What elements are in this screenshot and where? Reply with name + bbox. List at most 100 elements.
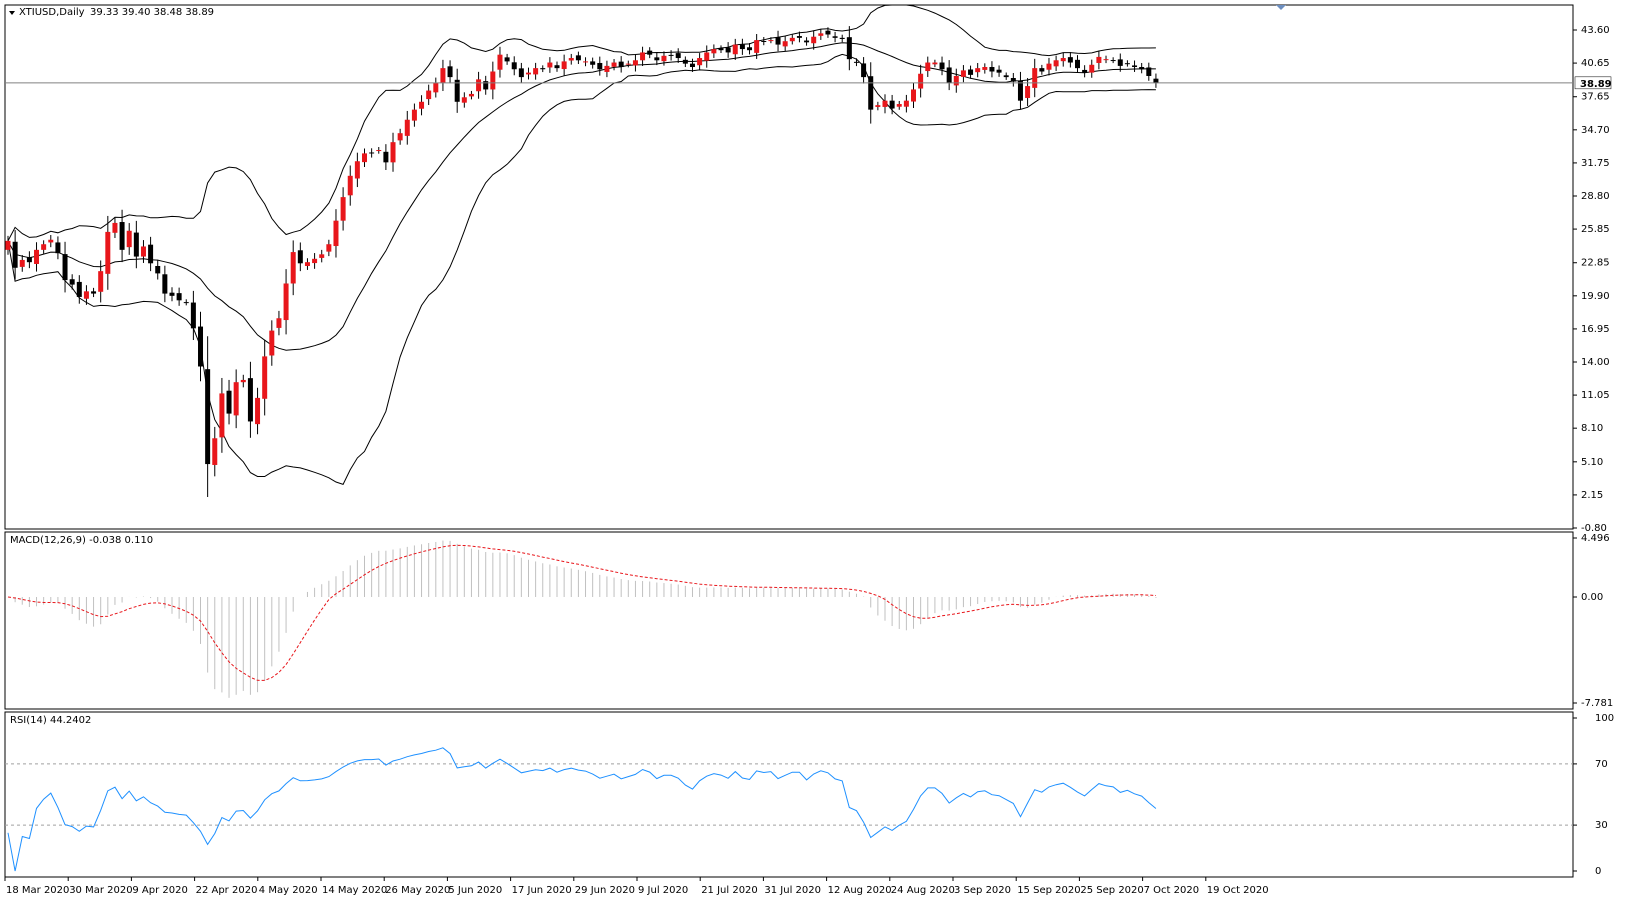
price-tick-label: 22.85 [1581,258,1610,269]
candle-body [568,58,574,61]
candle-body [1075,59,1080,69]
candle-body [861,63,867,78]
rsi-line [7,747,1157,872]
candle-body [369,152,375,154]
candle-body [504,57,510,62]
candle-body [675,53,681,59]
candle-body [882,100,888,107]
candle-body [518,68,524,78]
candle-body [682,59,688,64]
candle-body [411,109,417,121]
candle-body [625,63,631,65]
candle-body [76,281,82,297]
price-tick-label: 40.65 [1581,58,1610,69]
rsi-axis: 100 70 30 0 [5,713,1614,877]
macd-signal-line [7,544,1156,681]
candle-body [5,240,11,250]
candle-body [811,36,817,44]
candle-body [176,293,182,301]
candle-body [540,68,546,70]
time-tick-label: 3 Sep 2020 [954,885,1011,896]
time-tick-label: 30 Mar 2020 [69,885,132,896]
candle-body [789,37,795,42]
candle-body [561,61,567,70]
candle-body [668,54,674,56]
rsi-panel-frame [4,711,1574,878]
candle-body [333,220,339,247]
candle-body [283,283,289,321]
price-panel-frame [4,4,1574,530]
candle-body [525,72,531,75]
candle-body [1146,67,1152,76]
candle-body [1003,75,1009,78]
rsi-tick-label: 30 [1595,820,1608,831]
candle-body [26,257,32,263]
candle-body [34,249,40,264]
price-tick-label: 28.80 [1581,191,1610,202]
time-tick-label: 18 Mar 2020 [6,885,69,896]
candle-body [654,57,660,61]
candle-body [126,230,132,248]
candle-body [632,60,638,66]
candle-body [1017,80,1023,101]
candle-body [354,161,360,179]
candle-body [162,274,168,294]
candle-body [960,70,966,77]
candle-body [490,71,496,90]
candle-body [198,326,204,367]
time-tick-label: 14 May 2020 [322,885,387,896]
candle-body [925,62,931,72]
time-tick-label: 4 May 2020 [259,885,318,896]
candle-body [447,66,453,78]
time-tick-label: 31 Jul 2020 [764,885,821,896]
price-tick-label: 37.65 [1581,92,1610,103]
candle-body [583,61,589,63]
candle-body [618,61,624,68]
candle-body [1110,60,1116,62]
candle-body [376,150,382,152]
price-tick-label: 43.60 [1581,25,1610,36]
last-price-marker [1574,76,1612,90]
candle-body [547,62,553,68]
rsi-tick-label: 100 [1595,713,1614,724]
time-tick-label: 22 Apr 2020 [196,885,258,896]
candle-body [483,81,489,90]
candle-body [754,40,760,53]
candle-body [661,55,667,62]
candle-body [989,67,995,72]
candle-body [511,62,517,70]
price-tick-label: 34.70 [1581,125,1610,136]
candle-body [590,61,596,65]
time-tick-label: 29 Jun 2020 [575,885,635,896]
candle-body [775,37,781,45]
time-tick-label: 9 Apr 2020 [132,885,187,896]
dropdown-triangle-icon[interactable] [9,11,15,15]
candle-body [468,93,474,97]
candle-body [362,153,367,163]
candle-body [383,151,389,163]
shift-marker-icon[interactable] [1276,5,1286,10]
candle-body [1039,68,1045,72]
candle-body [433,82,439,93]
candle-body [853,61,859,63]
candle-body [903,100,909,107]
bollinger-lower [7,53,1156,486]
candle-body [105,231,111,274]
macd-tick-label: 0.00 [1581,592,1603,603]
candle-body [319,254,325,258]
candle-body [233,382,239,416]
candle-body [804,40,810,43]
candle-body [704,52,710,61]
candle-body [1053,60,1059,67]
rsi-title: RSI(14) 44.2402 [10,715,91,726]
candle-body [290,252,296,284]
candle-body [640,52,646,61]
candle-body [647,50,653,55]
price-title: XTIUSD,Daily [19,7,85,18]
candle-body [91,291,97,294]
macd-axis: 4.496 0.00 -7.781 [1573,533,1613,709]
candle-body [419,101,425,109]
candle-body [190,302,196,329]
price-tick-label: 8.10 [1581,423,1603,434]
